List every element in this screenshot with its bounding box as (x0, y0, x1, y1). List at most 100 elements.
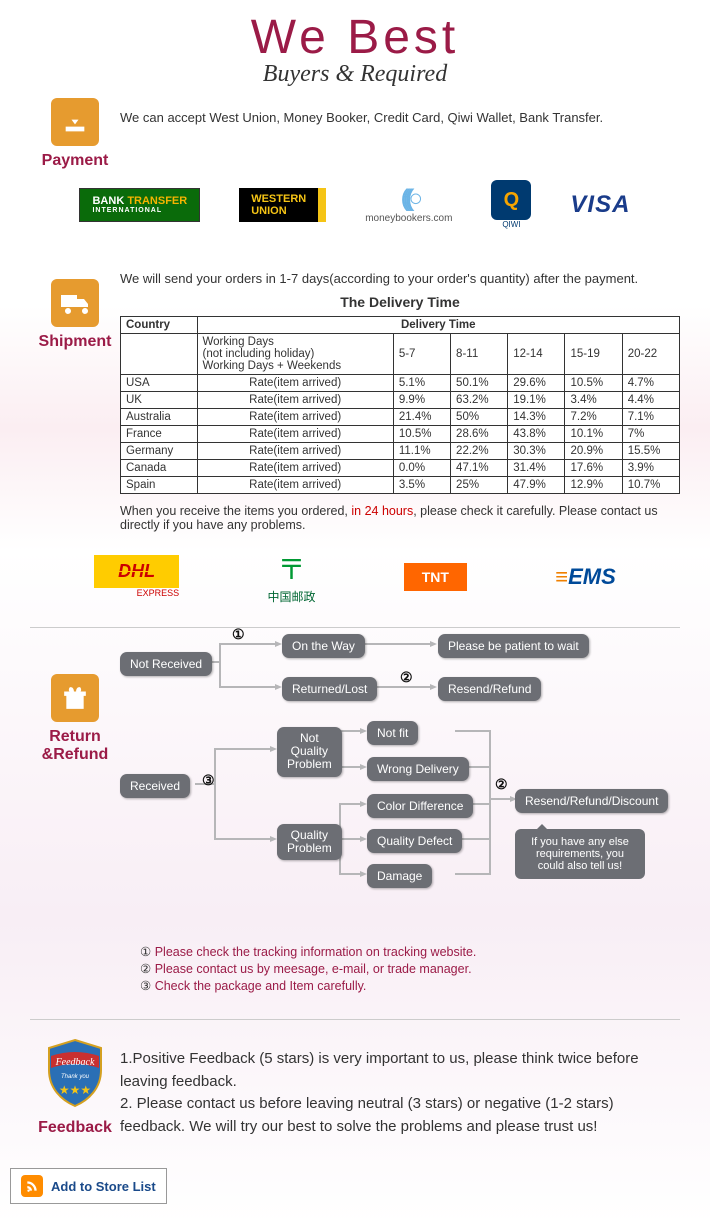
shipment-section: Shipment We will send your orders in 1-7… (0, 249, 710, 621)
cell-value: 28.6% (451, 426, 508, 443)
cell-value: 31.4% (508, 460, 565, 477)
cell-value: 10.5% (565, 375, 622, 392)
cell-value: 25% (451, 477, 508, 494)
return-legend: ① Please check the tracking information … (120, 934, 680, 1003)
western-union-logo: WESTERN UNION (239, 188, 326, 222)
delivery-table-title: The Delivery Time (120, 294, 680, 310)
dhl-logo: DHL EXPRESS (94, 555, 179, 598)
page-title: We Best (0, 10, 710, 65)
wd-c: Working Days + Weekends (203, 360, 342, 372)
shipment-icon (51, 279, 99, 327)
payment-text: We can accept West Union, Money Booker, … (120, 98, 680, 125)
wu-b: UNION (251, 205, 286, 217)
payment-icon (51, 98, 99, 146)
subtitle: Buyers & Required (0, 61, 710, 88)
cell-value: 50% (451, 409, 508, 426)
cell-rate-label: Rate(item arrived) (197, 443, 393, 460)
table-row: GermanyRate(item arrived)11.1%22.2%30.3%… (121, 443, 680, 460)
table-row: SpainRate(item arrived)3.5%25%47.9%12.9%… (121, 477, 680, 494)
lg-t2: Please contact us by meesage, e-mail, or… (155, 962, 472, 976)
table-row: CanadaRate(item arrived)0.0%47.1%31.4%17… (121, 460, 680, 477)
circ-1a: ① (232, 626, 245, 643)
cell-value: 47.9% (508, 477, 565, 494)
speech-bubble: If you have any else requirements, you c… (515, 829, 645, 879)
table-row: AustraliaRate(item arrived)21.4%50%14.3%… (121, 409, 680, 426)
lg-n1: ① (140, 944, 151, 959)
cell-value: 7.2% (565, 409, 622, 426)
payment-label: Payment (30, 152, 120, 170)
cell-rate-label: Rate(item arrived) (197, 375, 393, 392)
chinapost-logo: 〒 中国邮政 (267, 548, 315, 605)
cell-value: 10.1% (565, 426, 622, 443)
shipment-label: Shipment (30, 333, 120, 351)
th-4: 20-22 (622, 334, 679, 375)
cell-value: 30.3% (508, 443, 565, 460)
cell-value: 15.5% (622, 443, 679, 460)
gift-icon (51, 674, 99, 722)
check-note: When you receive the items you ordered, … (120, 494, 680, 542)
shipping-carrier-logos: DHL EXPRESS 〒 中国邮政 TNT ≡EMS (30, 542, 680, 611)
cell-rate-label: Rate(item arrived) (197, 477, 393, 494)
cell-value: 43.8% (508, 426, 565, 443)
wu-a: WESTERN (251, 193, 306, 205)
cell-value: 14.3% (508, 409, 565, 426)
feedback-label: Feedback (30, 1119, 120, 1137)
chinapost-icon: 〒 (267, 548, 315, 588)
cell-country: Spain (121, 477, 198, 494)
cell-value: 29.6% (508, 375, 565, 392)
cell-value: 22.2% (451, 443, 508, 460)
cell-value: 4.7% (622, 375, 679, 392)
bank-transfer-logo: BANK TRANSFER INTERNATIONAL (79, 188, 200, 222)
th-0: 5-7 (393, 334, 450, 375)
mb-text: moneybookers.com (365, 213, 452, 224)
tnt-logo: TNT (404, 563, 467, 591)
fb-line1: 1.Positive Feedback (5 stars) is very im… (120, 1048, 680, 1093)
add-to-store-button[interactable]: Add to Store List (10, 1168, 167, 1204)
payment-logos: BANK TRANSFER INTERNATIONAL WESTERN UNIO… (30, 170, 680, 239)
cell-value: 0.0% (393, 460, 450, 477)
cell-country: Australia (121, 409, 198, 426)
transfer-label: TRANSFER (127, 195, 187, 207)
col-delivtime: Delivery Time (197, 317, 680, 334)
cell-value: 3.4% (565, 392, 622, 409)
col-country: Country (121, 317, 198, 334)
lg-n3: ③ (140, 978, 151, 993)
node-not-quality: Not Quality Problem (277, 727, 342, 777)
cell-value: 4.4% (622, 392, 679, 409)
bank-label: BANK (92, 195, 124, 207)
node-quality: Quality Problem (277, 824, 342, 860)
wd-a: Working Days (203, 336, 274, 348)
ems-logo: ≡EMS (555, 564, 616, 590)
cell-value: 3.5% (393, 477, 450, 494)
cell-value: 47.1% (451, 460, 508, 477)
table-row: UKRate(item arrived)9.9%63.2%19.1%3.4%4.… (121, 392, 680, 409)
payment-section: Payment We can accept West Union, Money … (0, 88, 710, 249)
circ-2a: ② (400, 669, 413, 686)
fb-line2: 2. Please contact us before leaving neut… (120, 1093, 680, 1138)
lg-t1: Please check the tracking information on… (155, 945, 477, 959)
node-wrong-delivery: Wrong Delivery (367, 757, 469, 781)
th-2: 12-14 (508, 334, 565, 375)
node-patient: Please be patient to wait (438, 634, 589, 658)
mb-circles-icon: ((((○ (401, 185, 417, 213)
ems-text: EMS (568, 564, 616, 589)
circ-2b: ② (495, 776, 508, 793)
divider (30, 627, 680, 628)
node-quality-defect: Quality Defect (367, 829, 462, 853)
rss-icon (21, 1175, 43, 1197)
node-returned-lost: Returned/Lost (282, 677, 377, 701)
node-damage: Damage (367, 864, 432, 888)
svg-text:★★★: ★★★ (59, 1083, 91, 1097)
add-store-label: Add to Store List (51, 1179, 156, 1194)
cell-country: USA (121, 375, 198, 392)
cell-rate-label: Rate(item arrived) (197, 392, 393, 409)
bt-sub: INTERNATIONAL (92, 207, 187, 214)
header: We Best Buyers & Required (0, 10, 710, 88)
delivery-table: Country Delivery Time Working Days (not … (120, 316, 680, 494)
shipment-intro: We will send your orders in 1-7 days(acc… (120, 271, 680, 286)
cell-value: 7% (622, 426, 679, 443)
cell-value: 3.9% (622, 460, 679, 477)
node-not-fit: Not fit (367, 721, 418, 745)
moneybookers-logo: ((((○ moneybookers.com (365, 185, 452, 224)
qiwi-logo: Q QIWI (491, 180, 531, 229)
